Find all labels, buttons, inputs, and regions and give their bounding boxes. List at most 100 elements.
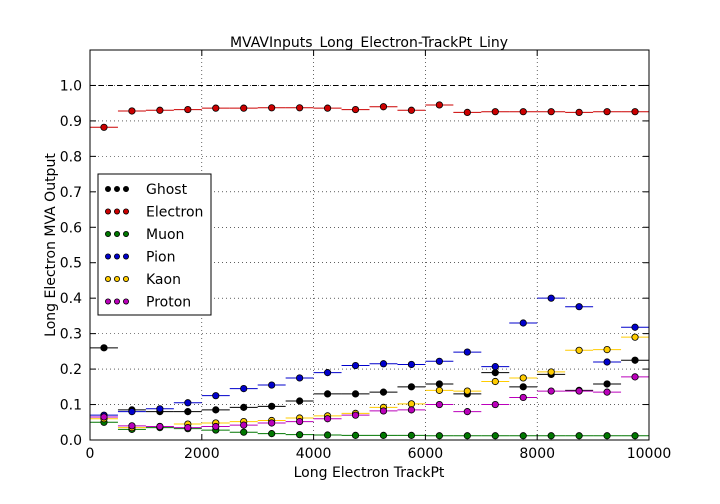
data-point bbox=[100, 123, 108, 131]
legend-marker bbox=[114, 253, 121, 260]
legend-marker bbox=[114, 298, 121, 305]
legend-marker bbox=[105, 208, 112, 215]
x-tick-label: 2000 bbox=[184, 446, 220, 462]
data-point bbox=[603, 358, 611, 366]
legend-label: Electron bbox=[146, 205, 203, 221]
data-point bbox=[547, 108, 555, 116]
legend-marker bbox=[105, 185, 112, 192]
data-point bbox=[491, 400, 499, 409]
series-ghost bbox=[90, 344, 649, 416]
y-tick-label: 0.6 bbox=[60, 220, 82, 236]
data-point bbox=[435, 432, 443, 440]
data-point bbox=[268, 104, 276, 112]
data-point bbox=[323, 390, 332, 398]
data-point bbox=[463, 108, 471, 117]
data-point bbox=[603, 108, 611, 116]
data-point bbox=[212, 406, 220, 414]
data-point bbox=[351, 390, 360, 398]
data-point bbox=[603, 345, 611, 354]
data-point bbox=[128, 408, 136, 416]
data-point bbox=[519, 319, 527, 327]
data-point bbox=[463, 387, 471, 395]
y-axis-title: Long Electron MVA Output bbox=[43, 153, 59, 337]
data-point bbox=[128, 107, 136, 115]
data-point bbox=[491, 108, 499, 116]
y-tick-label: 1.0 bbox=[60, 78, 82, 94]
data-point bbox=[296, 374, 304, 382]
data-point bbox=[435, 101, 443, 109]
data-point bbox=[184, 399, 192, 407]
data-point bbox=[323, 431, 332, 439]
y-tick-label: 0.5 bbox=[60, 256, 82, 272]
data-point bbox=[379, 360, 388, 368]
y-tick-label: 0.0 bbox=[60, 433, 82, 449]
data-point bbox=[603, 380, 611, 388]
data-point bbox=[156, 422, 164, 431]
ticks bbox=[89, 50, 650, 441]
legend-marker bbox=[123, 253, 130, 260]
data-point bbox=[268, 402, 276, 410]
data-point bbox=[631, 356, 639, 364]
data-point bbox=[463, 348, 471, 356]
x-tick-label: 0 bbox=[86, 446, 95, 462]
data-point bbox=[128, 422, 136, 430]
data-point bbox=[407, 106, 416, 114]
data-point bbox=[240, 384, 248, 393]
data-point bbox=[631, 432, 639, 440]
series-pion bbox=[90, 294, 649, 419]
legend-marker bbox=[105, 298, 112, 305]
data-point bbox=[519, 374, 527, 382]
data-point bbox=[435, 400, 443, 409]
x-axis-title: Long Electron TrackPt bbox=[294, 465, 445, 481]
data-point bbox=[184, 408, 192, 416]
x-tick-label: 10000 bbox=[627, 446, 672, 462]
data-point bbox=[184, 105, 192, 114]
data-point bbox=[491, 363, 499, 371]
data-point bbox=[603, 432, 611, 440]
data-point bbox=[351, 431, 360, 439]
data-point bbox=[296, 104, 304, 112]
plot-frame bbox=[89, 49, 650, 441]
data-point bbox=[491, 432, 499, 440]
data-point bbox=[575, 108, 583, 117]
data-point bbox=[547, 294, 555, 302]
data-point bbox=[547, 368, 555, 376]
data-point bbox=[491, 369, 499, 377]
data-point bbox=[351, 361, 360, 370]
y-tick-label: 0.3 bbox=[60, 327, 82, 343]
data-point bbox=[631, 373, 639, 381]
data-point bbox=[519, 432, 527, 440]
data-point bbox=[407, 360, 416, 369]
data-point bbox=[323, 369, 332, 377]
y-tick-label: 0.1 bbox=[60, 398, 82, 414]
data-point bbox=[631, 333, 639, 341]
legend-box bbox=[97, 173, 212, 316]
data-point bbox=[379, 407, 388, 415]
legend-marker bbox=[114, 208, 121, 215]
legend-marker bbox=[114, 230, 121, 237]
data-point bbox=[379, 431, 388, 439]
data-point bbox=[519, 393, 527, 402]
data-point bbox=[100, 413, 108, 421]
data-point bbox=[547, 387, 555, 395]
data-point bbox=[212, 104, 220, 112]
data-point bbox=[351, 411, 360, 419]
data-point bbox=[491, 377, 499, 386]
data-point bbox=[407, 383, 416, 391]
data-point bbox=[296, 397, 304, 405]
legend-marker bbox=[123, 275, 130, 282]
data-point bbox=[407, 431, 416, 439]
legend-marker bbox=[123, 298, 130, 305]
data-point bbox=[240, 403, 248, 411]
data-point bbox=[463, 408, 471, 416]
tick-labels: 0 2000 4000 6000 8000 10000 0.0 0.1 0.2 0.3 0.4 0.5… bbox=[60, 78, 672, 462]
data-point bbox=[240, 421, 248, 429]
legend: Ghost Electron Muon Pion Kaon Proton bbox=[97, 173, 212, 316]
data-point bbox=[435, 357, 443, 365]
legend-label: Kaon bbox=[146, 272, 181, 288]
data-point bbox=[463, 432, 471, 440]
data-point bbox=[156, 405, 164, 413]
data-point bbox=[379, 388, 388, 396]
y-tick-label: 0.7 bbox=[60, 185, 82, 201]
legend-marker bbox=[105, 253, 112, 260]
